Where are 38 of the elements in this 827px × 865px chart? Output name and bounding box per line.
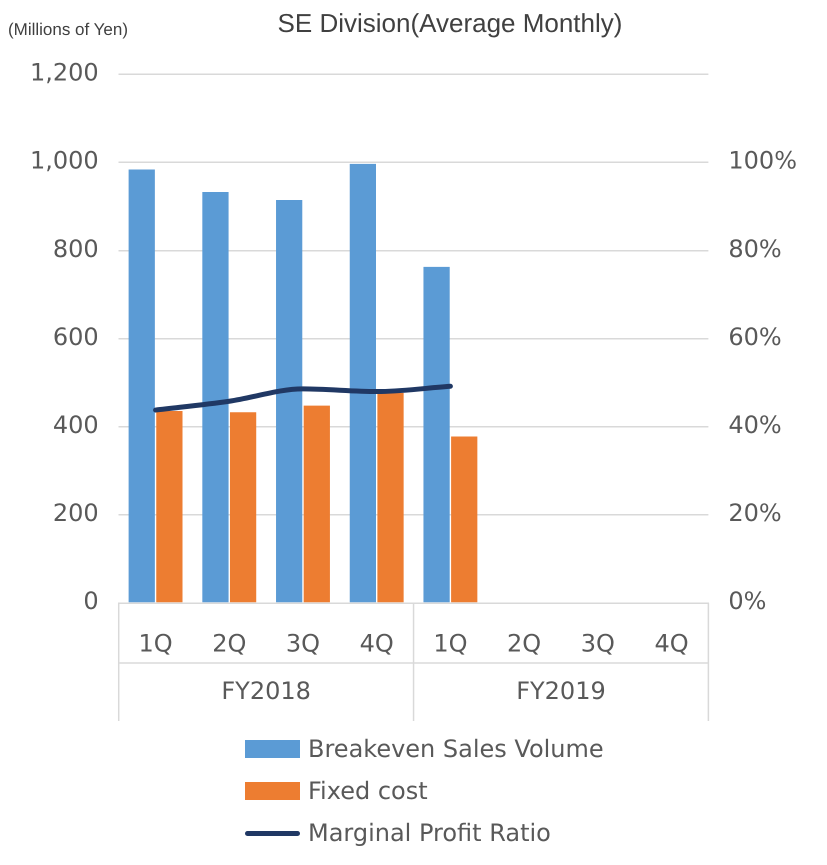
- bar: [377, 392, 404, 602]
- y-tick-label: 400: [52, 411, 99, 440]
- y-tick-label: 1,200: [30, 58, 99, 87]
- y2-tick-label: 80%: [728, 234, 782, 263]
- y2-tick-label: 60%: [728, 322, 782, 351]
- y-tick-label: 800: [52, 234, 99, 263]
- y2-tick-label: 0%: [728, 587, 766, 616]
- x-tick-label: 1Q: [138, 630, 173, 658]
- bar: [304, 406, 330, 602]
- x-tick-label: 1Q: [433, 630, 468, 658]
- y2-tick-label: 100%: [728, 146, 798, 175]
- bar: [202, 192, 229, 602]
- bar: [350, 164, 376, 602]
- x-tick-label: 4Q: [654, 630, 689, 658]
- bar: [423, 266, 450, 602]
- chart-title: SE Division(Average Monthly): [276, 8, 624, 39]
- x-tick-label: 2Q: [212, 630, 246, 658]
- x-tick-label: 2Q: [507, 630, 542, 658]
- x-tick-label: 4Q: [360, 630, 394, 658]
- bar: [451, 436, 478, 602]
- legend-label: Fixed cost: [308, 777, 428, 805]
- bar: [128, 170, 155, 602]
- y-tick-label: 1,000: [30, 146, 99, 175]
- legend-label: Breakeven Sales Volume: [308, 735, 604, 763]
- y-axis-title: (Millions of Yen): [8, 20, 128, 40]
- x-tick-label: 3Q: [580, 630, 615, 658]
- y-tick-label: 200: [52, 499, 99, 528]
- text: FY2018: [221, 677, 311, 706]
- bar: [156, 410, 183, 602]
- legend-label: Marginal Profit Ratio: [308, 819, 551, 847]
- y-tick-label: 600: [52, 322, 99, 351]
- y2-tick-label: 20%: [728, 499, 782, 528]
- y2-tick-label: 40%: [728, 411, 782, 440]
- x-tick-label: 3Q: [286, 630, 320, 658]
- y-tick-label: 0: [83, 587, 99, 616]
- bar: [230, 412, 256, 602]
- bar: [276, 200, 302, 602]
- text: FY2019: [516, 677, 606, 706]
